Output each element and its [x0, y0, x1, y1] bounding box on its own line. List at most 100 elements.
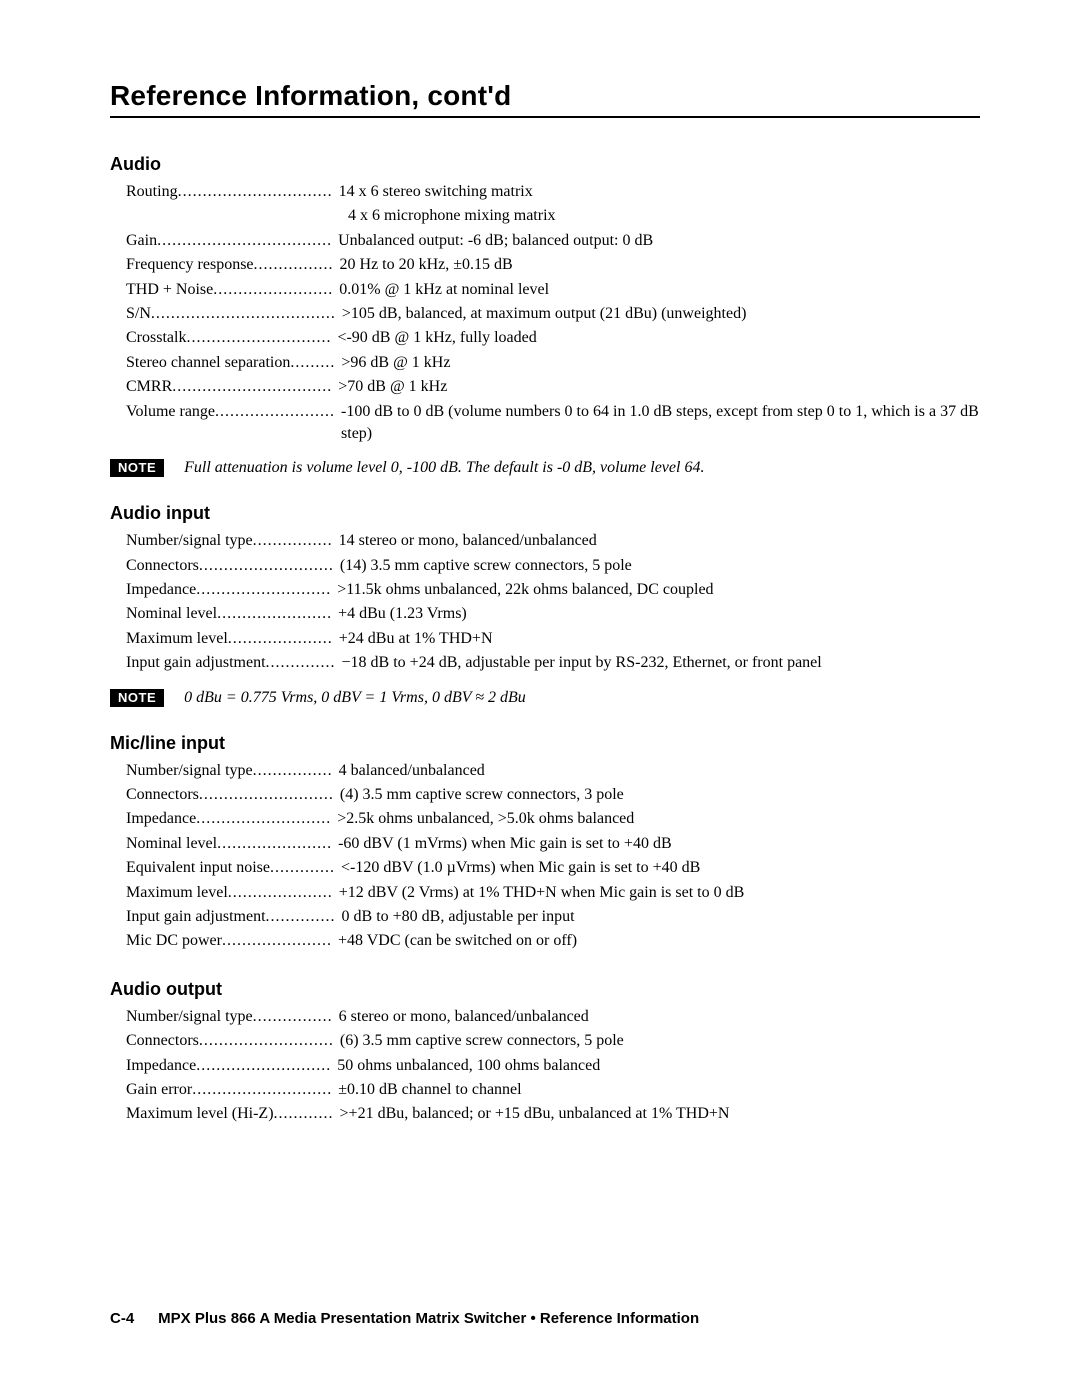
- dot-leader: .....................: [228, 628, 333, 650]
- spec-value: Unbalanced output: -6 dB; balanced outpu…: [332, 230, 980, 252]
- spec-line: Crosstalk ............................. …: [126, 327, 980, 349]
- spec-label: Impedance: [126, 579, 196, 601]
- dot-leader: ................: [253, 1006, 333, 1028]
- dot-leader: ...........................: [196, 579, 331, 601]
- spec-value: +12 dBV (2 Vrms) at 1% THD+N when Mic ga…: [333, 882, 980, 904]
- spec-value: 6 stereo or mono, balanced/unbalanced: [333, 1006, 980, 1028]
- spec-value: 50 ohms unbalanced, 100 ohms balanced: [331, 1055, 980, 1077]
- spec-value: 14 stereo or mono, balanced/unbalanced: [333, 530, 980, 552]
- spec-value: -60 dBV (1 mVrms) when Mic gain is set t…: [332, 833, 980, 855]
- spec-value: +24 dBu at 1% THD+N: [333, 628, 980, 650]
- spec-line: Number/signal type ................ 6 st…: [126, 1006, 980, 1028]
- spec-label: Equivalent input noise: [126, 857, 270, 879]
- dot-leader: ...........................: [199, 784, 334, 806]
- spec-value: (6) 3.5 mm captive screw connectors, 5 p…: [334, 1030, 980, 1052]
- page-title: Reference Information, cont'd: [110, 80, 980, 118]
- spec-label: Gain error: [126, 1079, 192, 1101]
- spec-label: Impedance: [126, 1055, 196, 1077]
- spec-value: >96 dB @ 1 kHz: [335, 352, 980, 374]
- spec-line: Maximum level ..................... +24 …: [126, 628, 980, 650]
- spec-label: THD + Noise: [126, 279, 213, 301]
- spec-value: -100 dB to 0 dB (volume numbers 0 to 64 …: [335, 401, 980, 446]
- dot-leader: ...........................: [196, 1055, 331, 1077]
- dot-leader: ...................................: [157, 230, 332, 252]
- spec-line: Gain error ............................ …: [126, 1079, 980, 1101]
- spec-label: Nominal level: [126, 603, 217, 625]
- spec-label: Frequency response: [126, 254, 254, 276]
- dot-leader: ......................: [222, 930, 332, 952]
- spec-value: <-90 dB @ 1 kHz, fully loaded: [331, 327, 980, 349]
- dot-leader: .............................: [186, 327, 331, 349]
- dot-leader: .....................: [228, 882, 333, 904]
- section-title: Audio input: [110, 503, 980, 524]
- spec-line: Number/signal type ................ 14 s…: [126, 530, 980, 552]
- spec-label: Number/signal type: [126, 1006, 253, 1028]
- dot-leader: ............................: [192, 1079, 332, 1101]
- spec-line: Impedance ........................... 50…: [126, 1055, 980, 1077]
- note-text: Full attenuation is volume level 0, -100…: [184, 459, 704, 477]
- spec-label: Input gain adjustment: [126, 652, 266, 674]
- spec-line: Input gain adjustment .............. −18…: [126, 652, 980, 674]
- spec-line: Nominal level ....................... -6…: [126, 833, 980, 855]
- spec-label: Impedance: [126, 808, 196, 830]
- spec-line: Connectors ........................... (…: [126, 1030, 980, 1052]
- spec-value-continuation: 4 x 6 microphone mixing matrix: [126, 205, 980, 227]
- spec-label: Connectors: [126, 555, 199, 577]
- spec-line: Routing ............................... …: [126, 181, 980, 203]
- spec-line: CMRR ................................ >7…: [126, 376, 980, 398]
- spec-value: 0.01% @ 1 kHz at nominal level: [333, 279, 980, 301]
- note-row: NOTE0 dBu = 0.775 Vrms, 0 dBV = 1 Vrms, …: [110, 689, 980, 707]
- dot-leader: ................: [254, 254, 334, 276]
- spec-label: Maximum level: [126, 882, 228, 904]
- spec-line: Frequency response ................ 20 H…: [126, 254, 980, 276]
- spec-line: Input gain adjustment .............. 0 d…: [126, 906, 980, 928]
- spec-value: 14 x 6 stereo switching matrix: [333, 181, 980, 203]
- note-badge: NOTE: [110, 689, 164, 707]
- spec-label: Maximum level: [126, 628, 228, 650]
- dot-leader: .........: [290, 352, 335, 374]
- dot-leader: ................: [253, 760, 333, 782]
- spec-line: Mic DC power ...................... +48 …: [126, 930, 980, 952]
- section-title: Mic/line input: [110, 733, 980, 754]
- footer-page-number: C-4: [110, 1310, 134, 1327]
- spec-line: Connectors ........................... (…: [126, 784, 980, 806]
- spec-value: >2.5k ohms unbalanced, >5.0k ohms balanc…: [331, 808, 980, 830]
- spec-line: Volume range ........................ -1…: [126, 401, 980, 446]
- dot-leader: ................: [253, 530, 333, 552]
- spec-value: +48 VDC (can be switched on or off): [332, 930, 980, 952]
- spec-line: Nominal level ....................... +4…: [126, 603, 980, 625]
- spec-value: >70 dB @ 1 kHz: [332, 376, 980, 398]
- spec-line: Stereo channel separation ......... >96 …: [126, 352, 980, 374]
- dot-leader: ...........................: [196, 808, 331, 830]
- dot-leader: ...........................: [199, 1030, 334, 1052]
- dot-leader: ..............: [266, 906, 336, 928]
- spec-line: S/N ....................................…: [126, 303, 980, 325]
- footer-text: MPX Plus 866 A Media Presentation Matrix…: [158, 1310, 699, 1327]
- spec-line: THD + Noise ........................ 0.0…: [126, 279, 980, 301]
- spec-line: Impedance ........................... >2…: [126, 808, 980, 830]
- spec-value: 20 Hz to 20 kHz, ±0.15 dB: [334, 254, 980, 276]
- dot-leader: ............: [274, 1103, 334, 1125]
- spec-line: Maximum level ..................... +12 …: [126, 882, 980, 904]
- dot-leader: ................................: [172, 376, 332, 398]
- dot-leader: ...............................: [178, 181, 333, 203]
- spec-line: Maximum level (Hi-Z) ............ >+21 d…: [126, 1103, 980, 1125]
- spec-value: >+21 dBu, balanced; or +15 dBu, unbalanc…: [334, 1103, 980, 1125]
- spec-value: 0 dB to +80 dB, adjustable per input: [336, 906, 980, 928]
- spec-line: Impedance ........................... >1…: [126, 579, 980, 601]
- spec-label: Maximum level (Hi-Z): [126, 1103, 274, 1125]
- spec-label: Connectors: [126, 1030, 199, 1052]
- spec-value: (14) 3.5 mm captive screw connectors, 5 …: [334, 555, 980, 577]
- spec-label: CMRR: [126, 376, 172, 398]
- spec-value: >11.5k ohms unbalanced, 22k ohms balance…: [331, 579, 980, 601]
- spec-label: Number/signal type: [126, 760, 253, 782]
- spec-label: Crosstalk: [126, 327, 186, 349]
- spec-line: Number/signal type ................ 4 ba…: [126, 760, 980, 782]
- spec-line: Gain ...................................…: [126, 230, 980, 252]
- spec-value: (4) 3.5 mm captive screw connectors, 3 p…: [334, 784, 980, 806]
- spec-line: Connectors ........................... (…: [126, 555, 980, 577]
- spec-label: Nominal level: [126, 833, 217, 855]
- spec-value: 4 balanced/unbalanced: [333, 760, 980, 782]
- section-title: Audio: [110, 154, 980, 175]
- dot-leader: ........................: [215, 401, 335, 423]
